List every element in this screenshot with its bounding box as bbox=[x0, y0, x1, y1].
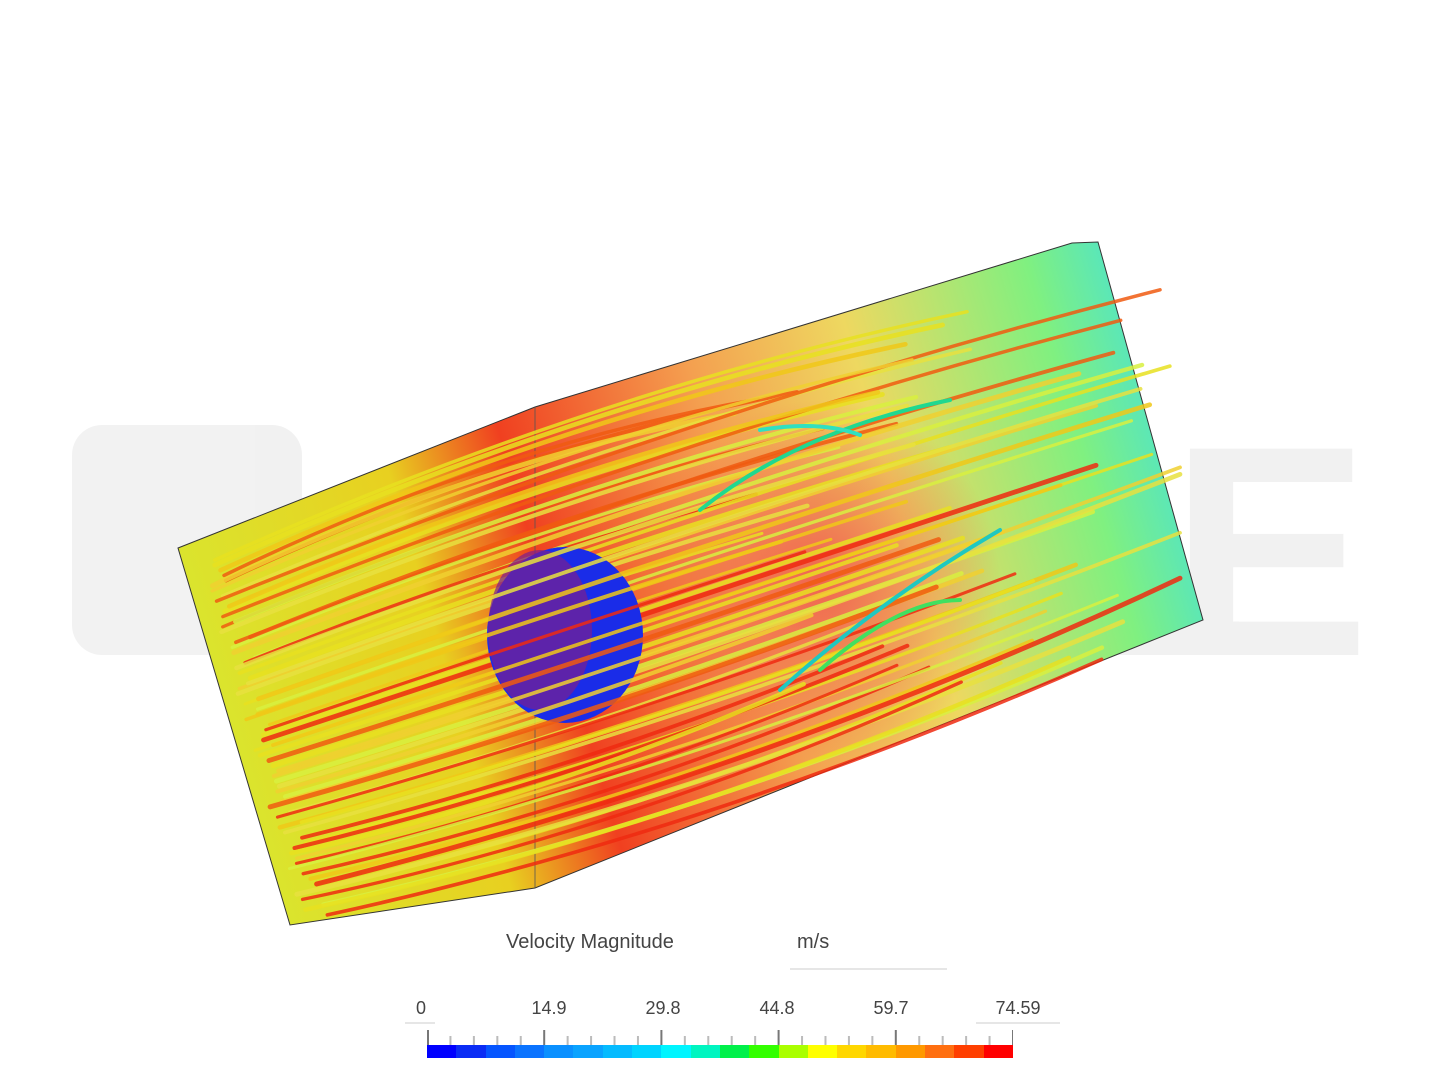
streamline bbox=[221, 318, 1123, 619]
colorbar-band bbox=[690, 1045, 720, 1058]
colorbar-band bbox=[719, 1045, 750, 1058]
streamline bbox=[237, 364, 1172, 676]
colorbar-band bbox=[807, 1045, 838, 1058]
colorbar-band bbox=[485, 1045, 515, 1058]
colorbar-band bbox=[925, 1045, 955, 1058]
streamline bbox=[256, 402, 1153, 702]
unit-divider bbox=[790, 968, 947, 970]
streamline bbox=[294, 619, 1126, 897]
legend-tick-label: 44.8 bbox=[759, 998, 795, 1018]
legend-ticks bbox=[427, 1030, 1013, 1045]
streamline bbox=[266, 537, 942, 763]
streamline bbox=[271, 465, 1182, 778]
streamline bbox=[255, 539, 784, 717]
colorbar-band bbox=[983, 1045, 1013, 1058]
colorbar-band bbox=[866, 1045, 896, 1058]
streamline bbox=[300, 644, 885, 840]
streamline bbox=[237, 404, 1099, 691]
streamline bbox=[214, 288, 1162, 603]
streamline bbox=[234, 442, 916, 671]
streamline bbox=[209, 410, 738, 589]
streamline bbox=[276, 471, 1183, 789]
colorbar-band bbox=[661, 1045, 691, 1058]
streamline bbox=[271, 483, 1063, 748]
legend-tick-label: 14.9 bbox=[531, 998, 567, 1018]
legend-tick-label: 0 bbox=[415, 998, 427, 1018]
colorbar-band bbox=[544, 1045, 574, 1058]
min-underline bbox=[405, 1022, 435, 1024]
streamline bbox=[267, 584, 939, 810]
legend-colorbar bbox=[427, 1045, 1013, 1058]
streamline bbox=[289, 681, 806, 856]
streamline bbox=[226, 389, 881, 609]
streamline bbox=[294, 609, 1048, 860]
colorbar-band bbox=[514, 1045, 545, 1058]
streamline bbox=[255, 419, 1134, 711]
streamline bbox=[818, 598, 962, 672]
streamline bbox=[301, 665, 931, 876]
streamline bbox=[212, 309, 969, 562]
streamline bbox=[212, 322, 945, 568]
streamline bbox=[264, 550, 807, 732]
streamline bbox=[325, 657, 1104, 917]
streamline bbox=[275, 613, 814, 794]
streamline bbox=[218, 341, 908, 573]
colorbar-band bbox=[837, 1045, 867, 1058]
streamlines-front bbox=[210, 309, 1183, 917]
streamline bbox=[222, 397, 761, 578]
streamline bbox=[299, 579, 1036, 825]
colorbar-band bbox=[778, 1045, 808, 1058]
colorbar-band bbox=[632, 1045, 662, 1058]
colorbar-band bbox=[456, 1045, 486, 1058]
streamline bbox=[220, 347, 972, 598]
legend-title: Velocity Magnitude bbox=[506, 931, 674, 953]
streamline bbox=[294, 663, 899, 865]
colorbar-band bbox=[749, 1045, 779, 1058]
streamline bbox=[261, 462, 1099, 743]
legend-tick-label: 29.8 bbox=[645, 998, 681, 1018]
streamline bbox=[314, 575, 1183, 887]
streamline bbox=[222, 392, 885, 614]
streamline bbox=[219, 403, 910, 635]
streamline bbox=[778, 528, 1002, 692]
streamline bbox=[210, 358, 914, 593]
colorbar-band bbox=[427, 1045, 457, 1058]
streamline bbox=[246, 386, 1143, 686]
colorbar-band bbox=[573, 1045, 603, 1058]
streamline bbox=[303, 655, 1072, 912]
legend-unit: m/s bbox=[797, 931, 830, 953]
streamline bbox=[231, 371, 1082, 656]
streamline bbox=[758, 424, 862, 437]
colorbar-band bbox=[895, 1045, 926, 1058]
streamline bbox=[233, 394, 919, 624]
streamline bbox=[698, 398, 952, 512]
streamline bbox=[292, 643, 910, 851]
max-underline bbox=[976, 1022, 1060, 1024]
legend-tick-label: 59.7 bbox=[873, 998, 909, 1018]
streamline bbox=[288, 593, 1119, 871]
legend-tick-label: 74.59 bbox=[995, 998, 1041, 1018]
streamline bbox=[300, 680, 963, 902]
streamline bbox=[282, 530, 1182, 835]
streamline bbox=[308, 638, 1035, 881]
colorbar-band bbox=[602, 1045, 633, 1058]
streamline bbox=[275, 572, 1017, 819]
colorbar-band bbox=[954, 1045, 984, 1058]
